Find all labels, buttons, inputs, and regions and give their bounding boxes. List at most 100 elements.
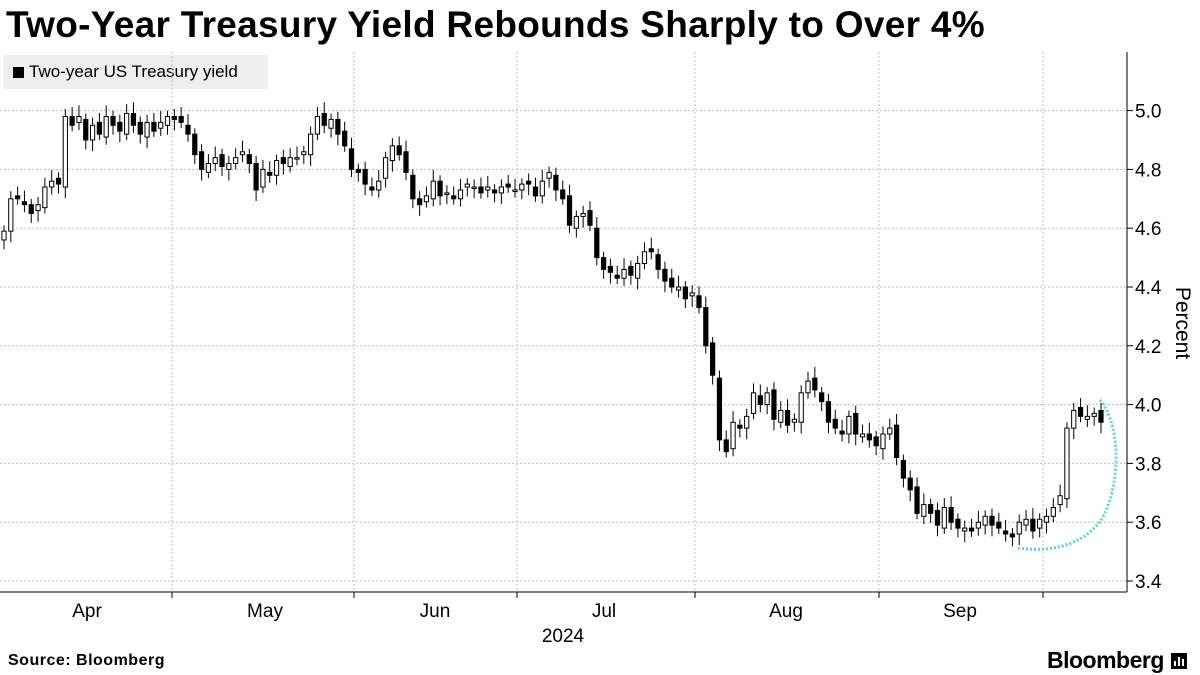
candle-body-down [989,515,995,526]
candle-body-down [812,377,818,391]
candle [117,114,123,143]
candle-body-up [580,213,586,217]
candle [839,419,845,442]
candle [471,179,477,199]
y-tick-label: 3.6 [1135,513,1161,534]
candle [21,190,28,213]
candle [423,186,430,208]
candle-body-up [1023,518,1029,526]
candle-body-up [778,409,784,423]
candle [49,169,55,195]
candle [457,178,464,207]
candle [178,107,184,129]
candle-body-down [342,130,348,147]
candle [975,511,981,536]
candle-body-up [308,133,314,156]
candle [437,175,443,206]
candle-body-up [471,186,477,190]
candle-body-up [233,157,239,165]
candle-body-up [1050,507,1056,517]
candle [308,126,314,166]
candle [553,167,559,202]
candle-body-up [805,380,811,394]
candle-body-down [117,121,123,132]
candle-body-up [423,195,430,203]
candle-body-up [546,171,552,179]
candle [103,105,109,145]
candle [614,265,620,285]
candle-body-down [948,507,954,523]
candle-body-down [587,210,593,226]
candle-body-down [893,424,900,459]
candle [76,105,82,131]
candle-body-up [512,189,518,192]
candle [335,111,341,146]
candle-body-up [880,433,886,450]
candle-body-down [968,527,975,532]
candle [342,121,348,152]
candle-body-up [273,160,280,176]
candle [28,198,34,223]
candle-body-down [703,307,709,347]
candle-body-down [1002,530,1009,535]
candle-body-up [519,183,525,191]
candle-body-up [144,121,150,138]
candle [1030,508,1036,539]
candle [321,102,327,133]
candle [696,286,702,314]
candle [505,174,511,193]
candle [1037,513,1043,538]
candle [587,201,593,232]
candle [1057,484,1063,513]
candle [641,242,648,270]
candle-body-up [1064,427,1070,500]
y-tick-label: 4.2 [1135,337,1161,358]
candle [403,140,409,180]
candle-body-up [328,118,334,129]
candle [294,146,300,166]
candle [62,108,68,199]
candle-body-down [362,168,368,185]
candle [219,148,225,176]
candle-body-down [560,189,566,200]
x-tick-label: Aug [769,601,803,622]
candle [594,217,600,266]
candle [15,186,21,205]
candle [491,184,498,203]
candle-body-up [798,392,804,423]
candle-body-down [417,198,423,206]
candle-body-down [716,377,723,441]
candle [573,210,579,238]
candle-body-up [89,124,96,141]
candle-body-down [178,115,184,123]
candle [355,163,361,182]
candle-body-down [600,257,607,270]
candle-body-up [1071,409,1077,429]
candle [648,237,654,260]
candle-body-down [478,186,484,194]
candle-body-up [962,527,968,532]
candle [389,138,395,172]
candle [539,169,545,204]
candle [519,178,525,200]
candle [764,386,770,415]
candle-body-up [444,192,450,195]
candle [1050,498,1056,523]
candle-body-down [396,145,402,156]
candle [791,413,797,432]
candle [512,178,518,198]
candle [96,112,103,140]
candle-body-down [682,286,688,300]
x-axis-year-label: 2024 [542,626,585,647]
candle-body-up [76,115,82,123]
candle-body-down [594,227,600,259]
candle-body-down [710,342,716,376]
candle [737,419,743,438]
candle [546,166,552,188]
candle [1009,528,1016,547]
candle [110,110,116,135]
candle-body-up [1037,518,1043,529]
candle [171,108,177,131]
candle [1071,402,1077,440]
candle-body-down [403,151,409,173]
